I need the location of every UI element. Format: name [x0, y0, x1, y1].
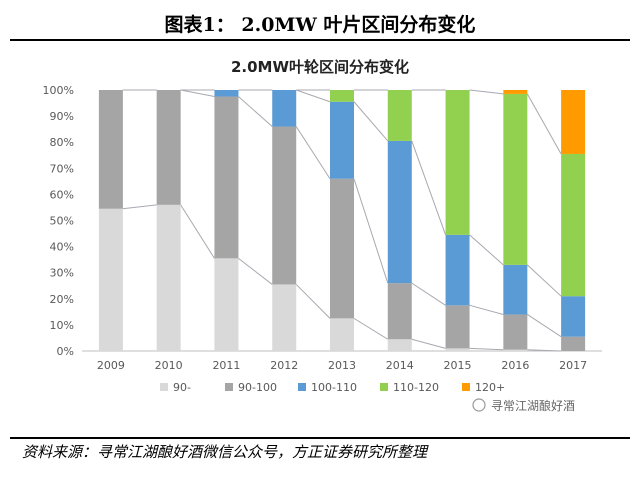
- y-tick-label: 50%: [50, 215, 74, 228]
- legend-label: 110-120: [393, 381, 439, 394]
- watermark: 寻常江湖酿好酒: [472, 398, 575, 413]
- legend-swatch: [380, 383, 388, 391]
- bar-segment: [561, 296, 586, 337]
- x-tick-label: 2009: [97, 359, 125, 372]
- bar-segment: [214, 90, 239, 97]
- y-tick-label: 30%: [50, 267, 74, 280]
- y-tick-label: 40%: [50, 241, 74, 254]
- bar-segment: [98, 90, 123, 209]
- y-tick-label: 80%: [50, 136, 74, 149]
- legend-label: 90-100: [238, 381, 277, 394]
- x-tick-label: 2013: [328, 359, 356, 372]
- bar-segment: [503, 314, 528, 350]
- bar-segment: [445, 90, 470, 235]
- connector-line: [296, 89, 331, 103]
- y-tick-label: 20%: [50, 293, 74, 306]
- connector-line: [469, 234, 504, 266]
- connector-line: [411, 140, 447, 236]
- x-tick-label: 2014: [386, 359, 414, 372]
- bars-layer: [98, 90, 586, 351]
- bar-segment: [156, 204, 181, 351]
- connector-line: [527, 314, 562, 338]
- connector-line: [526, 93, 562, 155]
- figure-title: 图表1： 2.0MW 叶片区间分布变化: [164, 14, 476, 36]
- legend-label: 90-: [173, 381, 191, 394]
- x-tick-label: 2015: [444, 359, 472, 372]
- connector-line: [469, 89, 504, 95]
- connector-line: [469, 347, 504, 351]
- top-divider: [10, 39, 630, 41]
- connector-line: [353, 101, 389, 142]
- source-note: 资料来源：寻常江湖酿好酒微信公众号，方正证券研究所整理: [22, 443, 428, 461]
- connector-line: [411, 282, 446, 306]
- connector-line: [411, 338, 446, 349]
- bar-segment: [330, 101, 354, 179]
- bar-segment: [272, 126, 297, 285]
- bar-segment: [387, 140, 412, 284]
- bar-segment: [214, 258, 239, 351]
- connector-line: [238, 257, 273, 285]
- bar-segment: [503, 264, 528, 315]
- chart-title: 2.0MW叶轮区间分布变化: [231, 58, 409, 76]
- watermark-logo-icon: [472, 398, 486, 412]
- bar-segment: [330, 90, 354, 102]
- x-tick-label: 2010: [155, 359, 183, 372]
- bar-segment: [445, 348, 470, 351]
- connector-line: [527, 349, 562, 352]
- legend-label: 120+: [475, 381, 505, 394]
- connector-line: [295, 126, 331, 180]
- legend-swatch: [298, 383, 306, 391]
- y-tick-label: 90%: [50, 110, 74, 123]
- watermark-text: 寻常江湖酿好酒: [491, 398, 575, 413]
- bar-segment: [98, 208, 123, 351]
- connector-line: [238, 96, 273, 127]
- bar-segment: [330, 178, 354, 319]
- bar-segment: [272, 90, 297, 127]
- axis-layer: 0% 10% 20% 30% 40% 50% 60% 70% 80% 90% 100%: [43, 84, 602, 358]
- connector-line: [180, 89, 215, 98]
- bar-segment: [561, 90, 586, 154]
- y-tick-label: 0%: [57, 345, 74, 358]
- x-tick-label: 2012: [270, 359, 298, 372]
- connector-line: [295, 284, 331, 319]
- legend-swatch: [225, 383, 233, 391]
- bar-segment: [156, 90, 181, 205]
- connector-line: [353, 178, 389, 284]
- bar-segment: [387, 339, 412, 351]
- bar-segment: [503, 349, 528, 351]
- x-tick-label: 2011: [212, 359, 240, 372]
- connector-line: [122, 204, 157, 210]
- x-tick-labels: 2009 2010 2011 2012 2013 2014 2015 2016 2017: [97, 359, 587, 372]
- connector-line: [526, 264, 562, 297]
- y-tick-label: 60%: [50, 188, 74, 201]
- bar-segment: [387, 283, 412, 340]
- bar-segment: [272, 284, 297, 351]
- bar-segment: [387, 90, 412, 141]
- legend-label: 100-110: [311, 381, 357, 394]
- x-tick-label: 2016: [501, 359, 529, 372]
- connector-line: [469, 304, 504, 315]
- bar-segment: [561, 153, 586, 297]
- legend-swatch: [160, 383, 168, 391]
- y-tick-label: 70%: [50, 162, 74, 175]
- legend-swatch: [462, 383, 470, 391]
- bar-segment: [445, 234, 470, 306]
- bar-segment: [445, 305, 470, 349]
- connector-line: [180, 204, 215, 259]
- legend: 90- 90-100 100-110 110-120 120+: [160, 381, 505, 394]
- connector-lines-layer: [122, 89, 562, 352]
- connector-line: [353, 317, 389, 340]
- x-tick-label: 2017: [559, 359, 587, 372]
- stacked-bar-chart: 2.0MW叶轮区间分布变化 0% 10% 20% 30% 40% 50% 60% 70% 80%…: [43, 58, 602, 413]
- bar-segment: [503, 93, 528, 265]
- bottom-divider: [10, 437, 630, 439]
- bar-segment: [561, 336, 586, 351]
- bar-segment: [503, 90, 528, 94]
- y-tick-label: 10%: [50, 319, 74, 332]
- bar-segment: [214, 96, 239, 259]
- bar-segment: [330, 318, 354, 351]
- chart-container: 2.0MW叶轮区间分布变化 0% 10% 20% 30% 40% 50% 60% 70% 80%…: [0, 42, 640, 432]
- y-tick-label: 100%: [43, 84, 74, 97]
